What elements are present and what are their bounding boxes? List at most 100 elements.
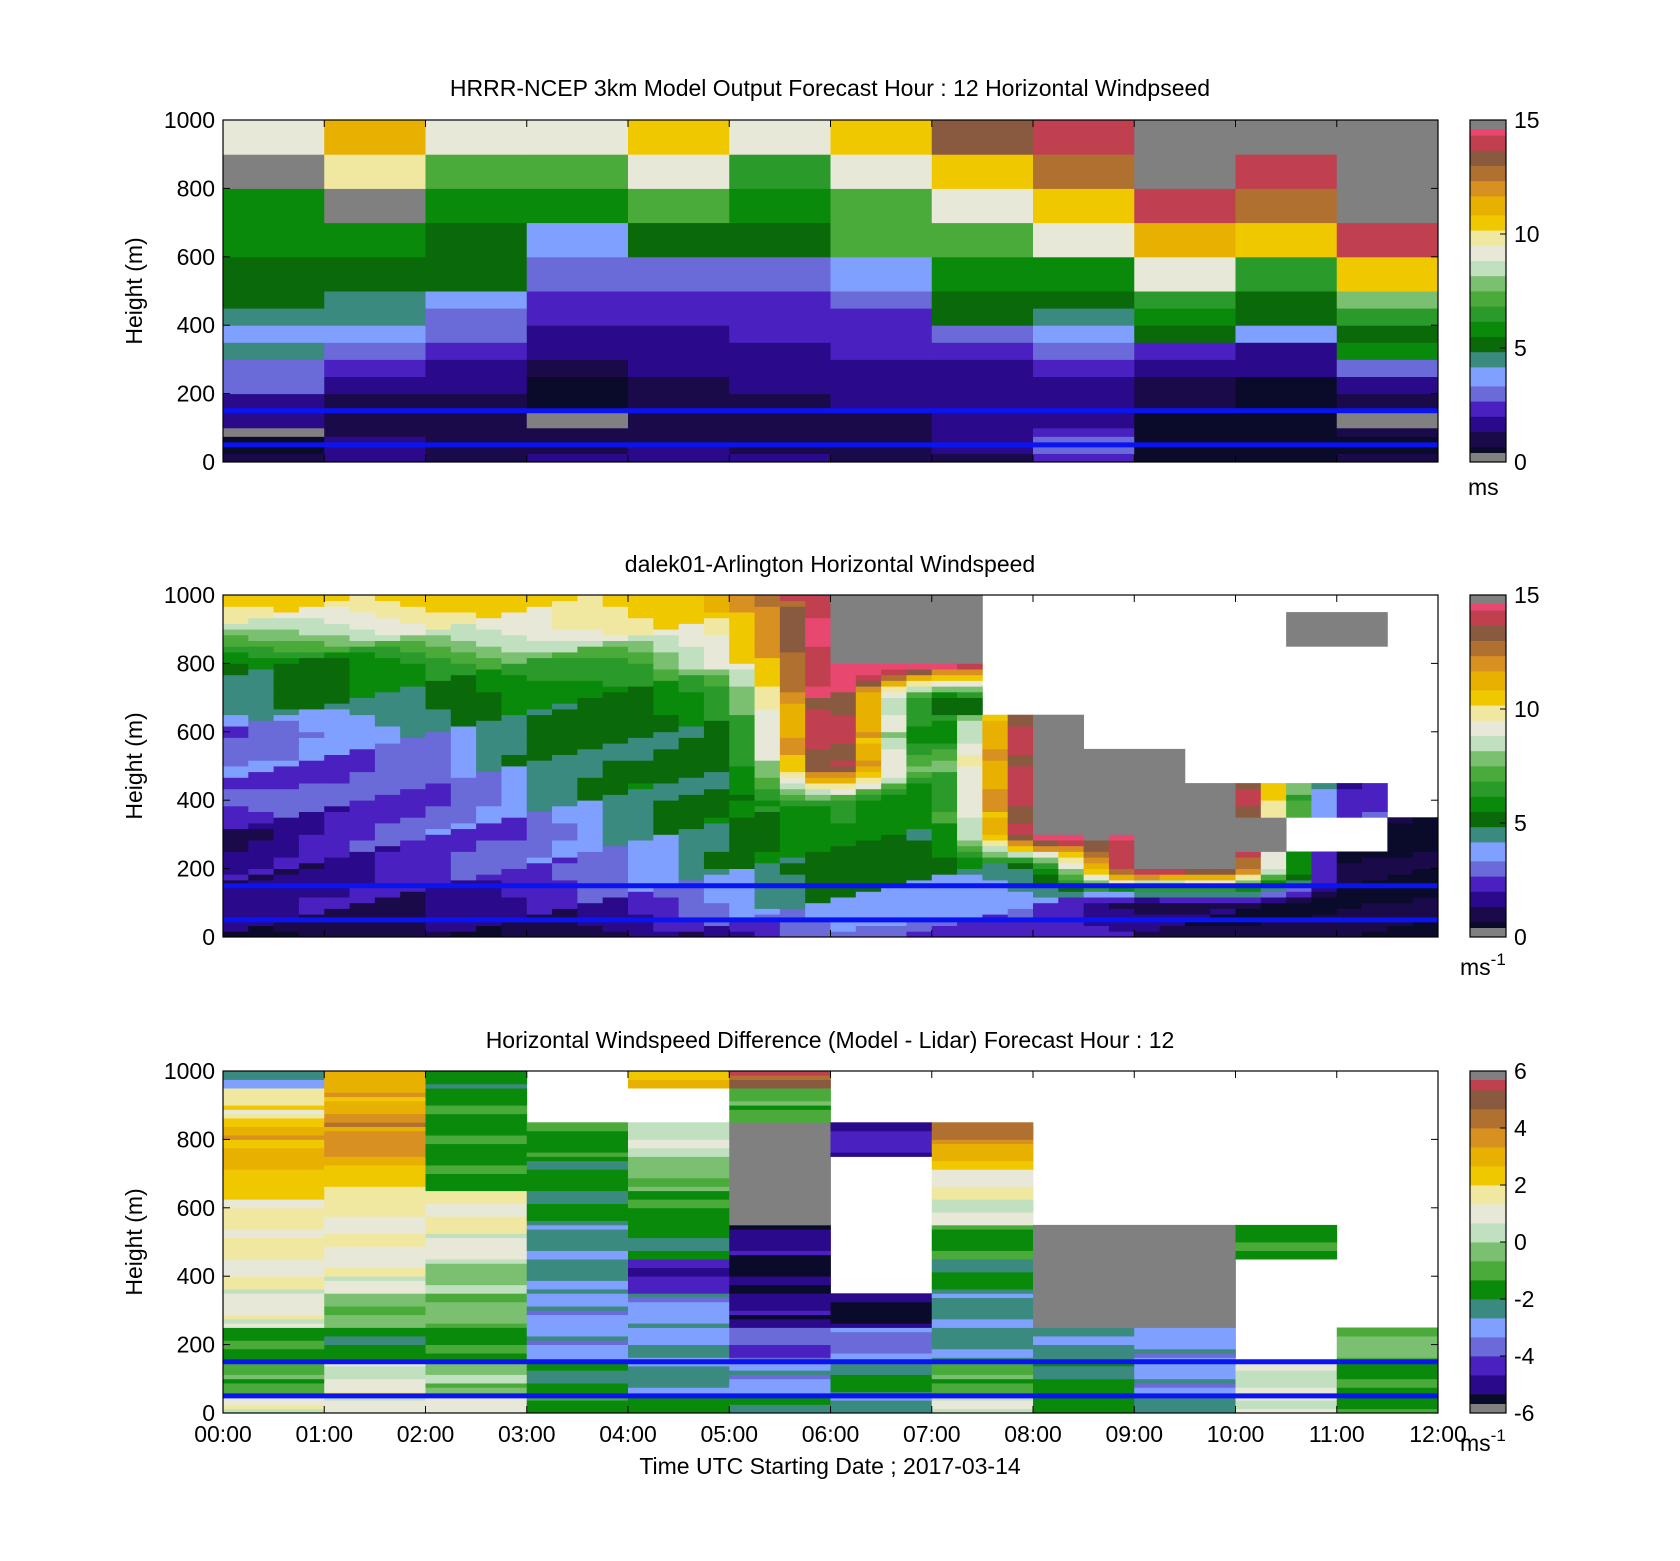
lidar-cell — [1260, 788, 1287, 795]
lidar-cell — [400, 771, 426, 778]
lidar-cell — [855, 840, 882, 847]
lidar-cell — [703, 908, 730, 915]
difference-cell — [425, 1408, 528, 1413]
model-cell — [425, 444, 528, 454]
difference-cell — [425, 1293, 528, 1298]
difference-cell — [628, 1220, 730, 1226]
lidar-cell — [273, 925, 300, 932]
lidar-cell — [805, 908, 831, 915]
model-cell — [830, 376, 933, 395]
lidar-cell — [1058, 777, 1085, 784]
lidar-cell — [779, 857, 806, 864]
lidar-cell — [374, 600, 401, 607]
lidar-cell — [957, 794, 983, 801]
lidar-cell — [1387, 897, 1414, 904]
lidar-cell — [602, 720, 629, 727]
lidar-cell — [678, 931, 705, 937]
lidar-cell — [805, 874, 831, 881]
difference-cell — [425, 1173, 528, 1179]
lidar-cell — [881, 669, 907, 676]
lidar-cell — [298, 811, 325, 818]
difference-cell — [223, 1105, 325, 1110]
lidar-cell — [1412, 914, 1438, 921]
lidar-cell — [476, 726, 502, 733]
difference-cell — [1033, 1229, 1135, 1234]
difference-cell — [931, 1152, 1034, 1157]
model-cell — [1336, 188, 1438, 224]
lidar-colorbar-swatch — [1470, 777, 1506, 782]
lidar-cell — [450, 777, 477, 784]
lidar-cell — [602, 777, 629, 784]
model-cell — [830, 393, 933, 412]
lidar-cell — [830, 600, 857, 607]
lidar-cell — [982, 851, 1009, 858]
lidar-cell — [1286, 891, 1312, 898]
lidar-cell — [1108, 834, 1135, 841]
difference-cell — [931, 1314, 1034, 1320]
lidar-cell — [1235, 811, 1262, 818]
model-cell — [830, 453, 933, 462]
lidar-cell — [1134, 766, 1160, 773]
model-cell — [830, 222, 933, 258]
lidar-colorbar-swatch — [1470, 918, 1506, 923]
lidar-colorbar-swatch — [1470, 830, 1506, 835]
lidar-cell — [223, 697, 249, 704]
lidar-cell — [1286, 623, 1312, 630]
lidar-cell — [881, 902, 907, 909]
difference-cell — [324, 1336, 426, 1341]
difference-cell — [425, 1323, 528, 1328]
lidar-cell — [349, 680, 376, 687]
lidar-cell — [1286, 851, 1312, 858]
lidar-cell — [223, 737, 249, 744]
difference-cell — [1134, 1370, 1236, 1375]
difference-cell — [729, 1135, 831, 1140]
lidar-cell — [1159, 902, 1186, 909]
difference-cell — [425, 1297, 528, 1303]
difference-colorbar-swatch — [1470, 1261, 1506, 1266]
lidar-cell — [425, 766, 452, 773]
lidar-cell — [273, 817, 300, 824]
lidar-cell — [425, 925, 452, 932]
lidar-cell — [982, 868, 1009, 875]
lidar-cell — [400, 777, 426, 784]
lidar-cell — [1210, 805, 1236, 812]
difference-cell — [425, 1267, 528, 1273]
lidar-cell — [628, 834, 654, 841]
lidar-cell — [1108, 919, 1135, 926]
lidar-cell — [374, 817, 401, 824]
lidar-cell — [1007, 720, 1034, 727]
lidar-cell — [1033, 714, 1059, 721]
lidar-cell — [476, 902, 502, 909]
difference-cell — [1033, 1267, 1135, 1273]
difference-cell — [223, 1139, 325, 1145]
difference-cell — [223, 1075, 325, 1080]
difference-cell — [1033, 1280, 1135, 1286]
lidar-cell — [526, 754, 553, 761]
lidar-cell — [855, 737, 882, 744]
lidar-cell — [552, 629, 578, 636]
lidar-cell — [374, 646, 401, 653]
difference-cell — [729, 1267, 831, 1273]
lidar-cell — [425, 748, 452, 755]
difference-cell — [425, 1233, 528, 1239]
lidar-cell — [779, 805, 806, 812]
difference-cell — [223, 1147, 325, 1153]
difference-colorbar-swatch — [1470, 1234, 1506, 1239]
lidar-xticks — [222, 595, 1439, 937]
lidar-cell — [931, 897, 958, 904]
difference-cell — [628, 1336, 730, 1341]
lidar-cell — [729, 697, 755, 704]
difference-xtick-label: 04:00 — [599, 1421, 657, 1447]
lidar-cell — [931, 748, 958, 755]
lidar-cell — [1210, 783, 1236, 790]
lidar-cell — [805, 914, 831, 921]
difference-cell — [425, 1156, 528, 1162]
lidar-cell — [476, 885, 502, 892]
lidar-cell — [1058, 845, 1085, 852]
lidar-cell — [653, 834, 680, 841]
lidar-colorbar-swatch — [1470, 910, 1506, 915]
lidar-cell — [1286, 634, 1312, 641]
lidar-cell — [1058, 880, 1085, 887]
lidar-cell — [425, 743, 452, 750]
